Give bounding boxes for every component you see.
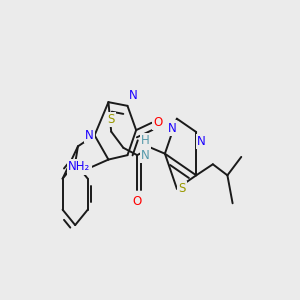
Text: O: O <box>133 195 142 208</box>
Text: N: N <box>85 129 94 142</box>
Text: S: S <box>107 113 115 126</box>
Text: S: S <box>178 182 186 195</box>
Text: N: N <box>167 122 176 135</box>
Text: NH₂: NH₂ <box>68 160 90 173</box>
Text: N: N <box>128 89 137 102</box>
Text: H
N: H N <box>141 134 150 162</box>
Text: N: N <box>197 135 206 148</box>
Text: O: O <box>153 116 162 129</box>
